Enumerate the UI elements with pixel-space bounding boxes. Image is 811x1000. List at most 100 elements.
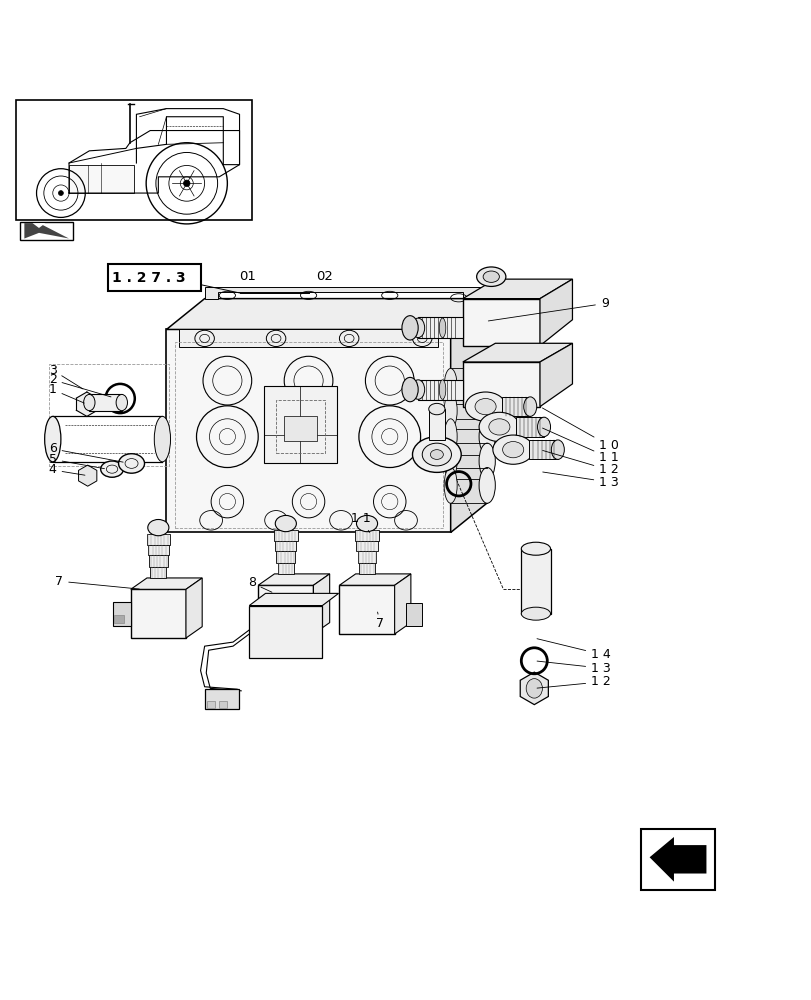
- Polygon shape: [462, 279, 572, 299]
- Bar: [131, 589, 186, 638]
- Text: 1 . 2 7 . 3: 1 . 2 7 . 3: [112, 271, 186, 285]
- Bar: [207, 701, 215, 708]
- Bar: [108, 264, 201, 291]
- Ellipse shape: [439, 318, 445, 338]
- Ellipse shape: [116, 394, 127, 411]
- Ellipse shape: [444, 368, 457, 404]
- Text: 01: 01: [239, 270, 255, 283]
- Text: 1 3: 1 3: [542, 472, 618, 489]
- Bar: [20, 222, 73, 240]
- Text: 5: 5: [49, 453, 105, 469]
- Polygon shape: [649, 837, 706, 882]
- Ellipse shape: [401, 377, 418, 402]
- Bar: [49, 364, 169, 466]
- Bar: [354, 530, 378, 541]
- Bar: [178, 329, 438, 347]
- Ellipse shape: [401, 316, 418, 340]
- Ellipse shape: [101, 461, 123, 477]
- Polygon shape: [79, 465, 97, 486]
- Ellipse shape: [412, 437, 461, 472]
- Polygon shape: [249, 593, 338, 606]
- Polygon shape: [520, 672, 547, 705]
- Polygon shape: [539, 279, 572, 346]
- Ellipse shape: [521, 542, 550, 555]
- Bar: [69, 165, 134, 193]
- Bar: [418, 317, 462, 338]
- Bar: [462, 299, 539, 346]
- Text: 1: 1: [49, 383, 84, 403]
- Ellipse shape: [439, 380, 445, 399]
- Bar: [521, 549, 550, 614]
- Bar: [529, 440, 557, 459]
- Bar: [357, 551, 375, 563]
- Polygon shape: [394, 574, 410, 634]
- Polygon shape: [339, 574, 410, 585]
- Ellipse shape: [444, 419, 457, 455]
- Ellipse shape: [275, 515, 296, 532]
- Text: 6: 6: [49, 442, 123, 462]
- Text: 1 2: 1 2: [536, 675, 610, 688]
- Ellipse shape: [502, 442, 523, 458]
- Ellipse shape: [45, 416, 61, 462]
- Ellipse shape: [488, 419, 509, 435]
- Text: 9: 9: [487, 297, 608, 321]
- Bar: [641, 829, 714, 890]
- Ellipse shape: [478, 368, 495, 404]
- Bar: [273, 530, 297, 541]
- Polygon shape: [32, 223, 45, 228]
- Ellipse shape: [476, 267, 505, 286]
- Bar: [258, 585, 313, 634]
- Text: 1 3: 1 3: [536, 661, 610, 675]
- Polygon shape: [76, 392, 97, 416]
- Ellipse shape: [465, 392, 505, 421]
- Text: 8: 8: [247, 576, 272, 592]
- Bar: [418, 380, 462, 400]
- Ellipse shape: [84, 394, 95, 411]
- Ellipse shape: [428, 403, 444, 415]
- Ellipse shape: [148, 519, 169, 536]
- Text: 1 4: 1 4: [536, 639, 610, 661]
- Polygon shape: [313, 574, 329, 634]
- Ellipse shape: [478, 419, 495, 455]
- Ellipse shape: [537, 417, 550, 437]
- Bar: [264, 386, 337, 463]
- Bar: [148, 545, 169, 555]
- Bar: [146, 534, 169, 545]
- Text: 3: 3: [49, 364, 83, 389]
- Text: 02: 02: [316, 270, 333, 283]
- Text: 1 0: 1 0: [542, 408, 618, 452]
- Ellipse shape: [474, 398, 496, 415]
- Ellipse shape: [430, 450, 443, 459]
- Bar: [150, 567, 166, 578]
- Polygon shape: [258, 574, 329, 585]
- Bar: [249, 606, 322, 658]
- Bar: [16, 100, 251, 220]
- Ellipse shape: [118, 454, 144, 473]
- Polygon shape: [462, 343, 572, 362]
- Ellipse shape: [411, 380, 424, 399]
- Ellipse shape: [478, 468, 495, 503]
- Bar: [113, 601, 131, 626]
- Polygon shape: [24, 223, 69, 239]
- Ellipse shape: [492, 435, 533, 464]
- Ellipse shape: [444, 468, 457, 503]
- Bar: [339, 585, 394, 634]
- Ellipse shape: [444, 393, 457, 429]
- Polygon shape: [186, 578, 202, 638]
- Bar: [277, 563, 294, 574]
- Ellipse shape: [444, 443, 457, 479]
- Bar: [174, 342, 442, 528]
- Ellipse shape: [483, 271, 499, 282]
- Circle shape: [183, 180, 190, 187]
- Bar: [501, 397, 530, 416]
- Text: 4: 4: [49, 463, 85, 476]
- Bar: [276, 400, 324, 453]
- Ellipse shape: [356, 515, 377, 532]
- Text: 7: 7: [55, 575, 139, 589]
- Bar: [89, 394, 122, 411]
- Ellipse shape: [411, 318, 424, 338]
- Polygon shape: [450, 299, 488, 532]
- Polygon shape: [539, 343, 572, 407]
- Text: 2: 2: [49, 373, 111, 397]
- Ellipse shape: [478, 443, 495, 479]
